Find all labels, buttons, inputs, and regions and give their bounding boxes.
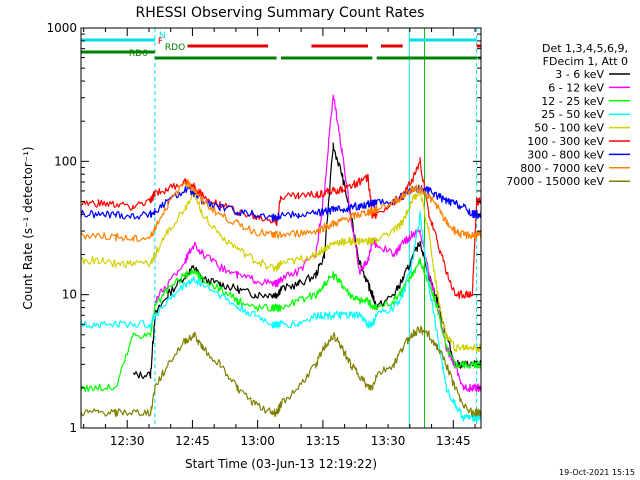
legend-header-1: FDecim 1, Att 0	[543, 55, 628, 68]
y-tick-label-0: 1	[69, 421, 77, 435]
legend-label-1: 6 - 12 keV	[548, 81, 604, 94]
legend-label-4: 50 - 100 keV	[534, 122, 604, 135]
plot-frame	[80, 27, 482, 429]
chart-title: RHESSI Observing Summary Count Rates	[136, 5, 425, 21]
series-line-5	[81, 157, 481, 300]
series-line-7	[81, 179, 481, 243]
y-axis-label: Count Rate (s⁻¹ detector⁻¹)	[21, 146, 35, 309]
legend-label-7: 800 - 7000 keV	[520, 162, 604, 175]
legend-label-0: 3 - 6 keV	[555, 68, 604, 81]
series-line-4	[81, 186, 481, 352]
x-tick-label-5: 13:45	[436, 434, 471, 448]
flag-label-f: F	[158, 37, 163, 47]
legend-label-8: 7000 - 15000 keV	[506, 175, 604, 188]
x-tick-label-1: 12:45	[175, 434, 210, 448]
series-line-6	[81, 184, 481, 222]
axes: 1 10 100 1000 12:30 12:45 13:00 13:15 13:30 13:45	[46, 21, 481, 448]
flag-label-n: N	[159, 31, 166, 41]
x-tick-label-4: 13:30	[371, 434, 406, 448]
x-tick-label-2: 13:00	[240, 434, 275, 448]
series-line-8	[81, 325, 481, 418]
footer-timestamp: 19-Oct-2021 15:15	[559, 468, 635, 477]
flag-label-rdo: RDO	[165, 43, 185, 53]
y-tick-label-3: 1000	[46, 21, 77, 35]
legend-label-2: 12 - 25 keV	[541, 95, 604, 108]
series-line-2	[81, 257, 481, 393]
x-tick-label-3: 13:15	[306, 434, 341, 448]
x-tick-label-0: 12:30	[110, 434, 145, 448]
legend-label-3: 25 - 50 keV	[541, 108, 604, 121]
series-line-3	[81, 210, 481, 422]
legend: Det 1,3,4,5,6,9,FDecim 1, Att 03 - 6 keV…	[506, 42, 630, 188]
y-tick-label-2: 100	[54, 154, 77, 168]
flag-label-rd6: RD6	[129, 49, 148, 59]
legend-label-5: 100 - 300 keV	[527, 135, 604, 148]
y-tick-label-1: 10	[62, 288, 77, 302]
x-axis-label: Start Time (03-Jun-13 12:19:22)	[185, 457, 377, 471]
legend-label-6: 300 - 800 keV	[527, 148, 604, 161]
legend-header-0: Det 1,3,4,5,6,9,	[542, 42, 628, 55]
